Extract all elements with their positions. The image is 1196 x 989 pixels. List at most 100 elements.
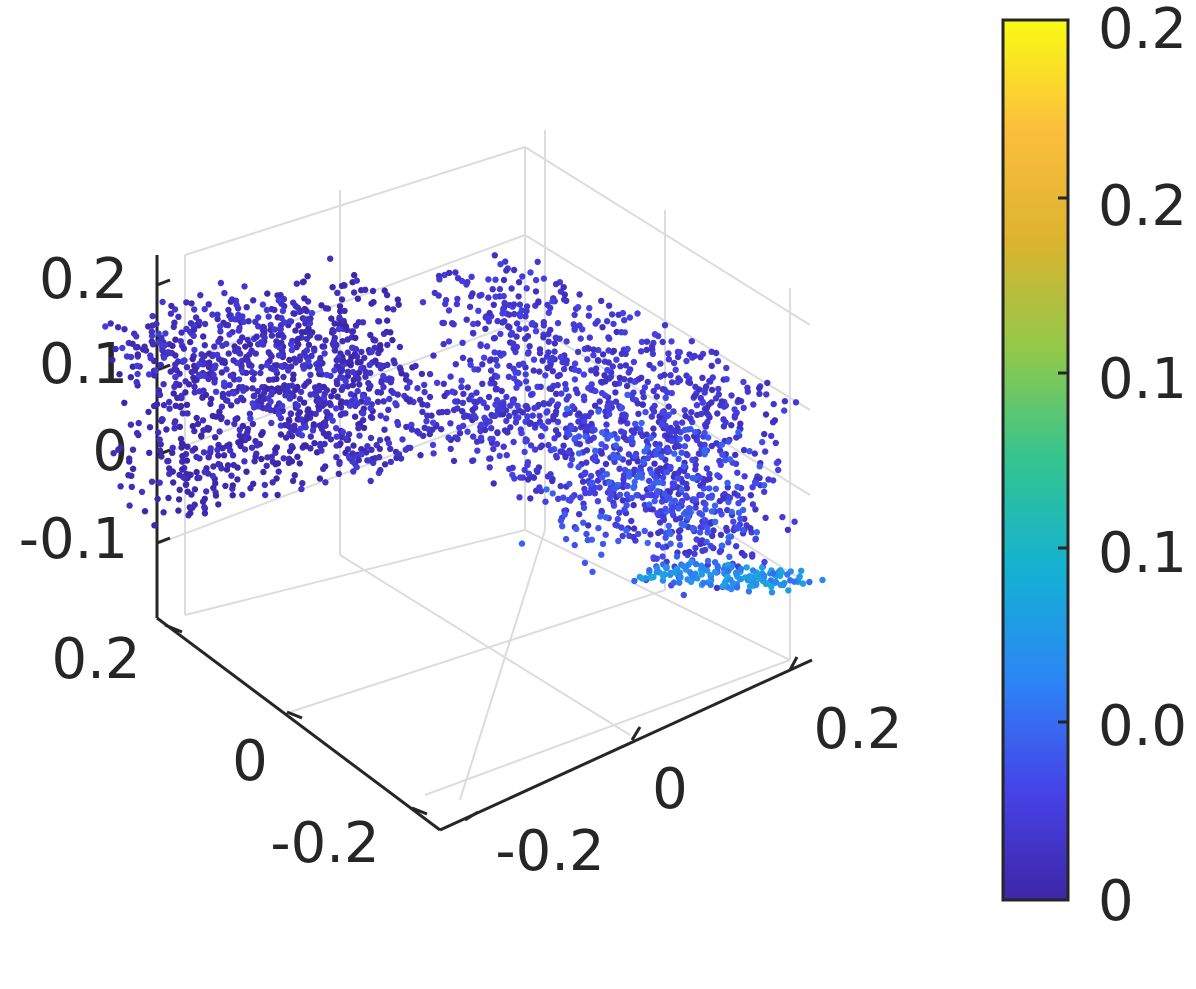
data-point [291,472,298,479]
data-point [274,491,281,499]
data-point [719,542,726,549]
data-point [453,300,461,308]
data-point [178,329,185,336]
data-point [261,481,268,489]
data-point [625,369,632,376]
data-point [579,478,587,485]
data-point [653,451,660,458]
data-point [187,320,195,327]
data-point [126,458,133,465]
y-tick-label: -0.2 [270,811,379,876]
data-point [200,427,207,434]
data-point [587,409,595,416]
data-point [657,360,664,367]
data-point [554,381,561,389]
data-point [177,404,184,411]
data-point [722,456,729,464]
data-point [703,404,711,412]
data-point [293,280,300,287]
data-point [784,526,792,533]
data-point [691,352,698,360]
data-point [720,423,728,430]
data-point [463,316,470,323]
data-point [262,491,269,499]
data-point [151,522,158,529]
data-point [364,396,372,403]
data-point [339,383,347,391]
data-point [605,359,612,366]
data-point [582,433,589,440]
data-point [781,407,788,414]
data-point [520,360,527,367]
data-point [259,384,266,391]
data-point [258,363,265,371]
data-point [302,424,309,431]
data-point [402,376,410,383]
data-point [819,576,826,584]
data-point [712,518,719,525]
data-point [513,333,520,340]
data-point [675,375,682,382]
data-point [532,276,540,284]
data-point [537,443,544,451]
data-point [187,338,194,346]
data-point [184,410,191,417]
data-point [419,401,426,408]
data-point [770,400,777,408]
data-point [643,431,650,438]
data-point [632,420,639,427]
data-point [469,406,476,414]
data-point [654,541,662,549]
data-point [442,296,450,304]
data-point [197,372,204,379]
data-point [129,465,137,472]
data-point [212,388,220,395]
data-point [549,354,556,362]
data-point [583,447,591,454]
colorbar-ticks [1058,196,1068,724]
data-point [248,368,256,376]
data-point [529,474,537,481]
data-point [737,565,745,573]
data-point [492,412,499,419]
data-point [665,403,672,410]
data-point [670,359,678,367]
data-point [650,365,657,372]
data-point [621,329,628,336]
data-point [548,397,555,404]
data-point [655,479,663,486]
data-point [191,389,198,396]
data-point [733,584,741,591]
data-point [191,486,199,493]
data-point [503,417,510,425]
data-point [563,405,571,412]
data-point [750,401,757,408]
data-point [732,451,739,459]
data-point [171,425,178,432]
data-point [297,388,305,396]
data-point [725,438,732,445]
data-point [167,368,174,375]
data-point [367,405,374,412]
data-point [555,495,562,502]
data-point [271,326,278,333]
data-point [781,398,789,405]
data-point [799,580,807,587]
data-point [747,575,755,582]
data-point [492,276,499,283]
data-point [452,361,459,368]
data-point [707,542,714,550]
data-point [549,368,556,375]
data-point [530,367,537,374]
data-point [514,402,521,410]
data-point [666,489,673,496]
data-point [547,471,554,478]
data-point [630,358,638,366]
data-point [515,279,523,286]
data-point [651,497,658,505]
data-point [218,403,226,410]
data-point [440,319,448,327]
data-point [559,448,566,455]
data-point [643,346,650,353]
data-point [320,343,328,350]
